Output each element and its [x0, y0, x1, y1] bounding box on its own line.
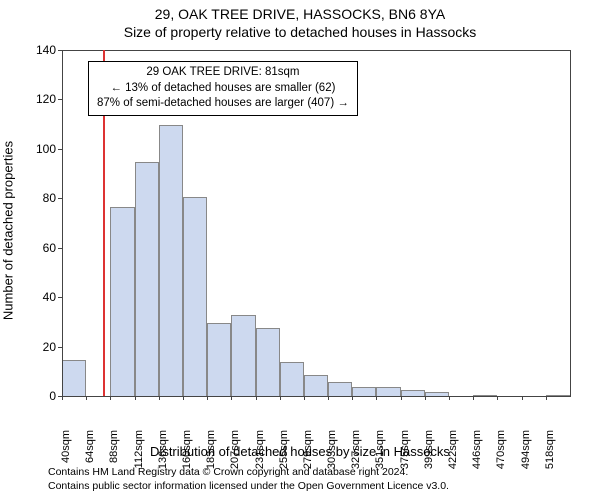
- y-axis-line: [62, 50, 63, 396]
- y-axis-title: Number of detached properties: [1, 141, 16, 320]
- x-tick-mark: [110, 396, 111, 400]
- x-tick-mark: [135, 396, 136, 400]
- x-tick-mark: [207, 396, 208, 400]
- histogram-bar: [207, 323, 231, 397]
- x-axis-title: Distribution of detached houses by size …: [0, 444, 600, 459]
- histogram-bar: [135, 162, 159, 397]
- histogram-bar: [280, 362, 304, 397]
- info-line-smaller: ← 13% of detached houses are smaller (62…: [97, 81, 349, 97]
- x-tick-mark: [473, 396, 474, 400]
- footer-attribution: Contains HM Land Registry data © Crown c…: [48, 465, 449, 493]
- x-tick-mark: [449, 396, 450, 400]
- y-tick-label: 40: [16, 290, 56, 304]
- histogram-bar: [159, 125, 183, 397]
- y-tick-label: 80: [16, 191, 56, 205]
- x-tick-mark: [62, 396, 63, 400]
- y-tick-mark: [58, 347, 62, 348]
- info-line-size: 29 OAK TREE DRIVE: 81sqm: [97, 65, 349, 81]
- x-tick-mark: [280, 396, 281, 400]
- x-tick-mark: [376, 396, 377, 400]
- x-tick-mark: [159, 396, 160, 400]
- y-tick-mark: [58, 248, 62, 249]
- x-tick-mark: [256, 396, 257, 400]
- y-tick-label: 20: [16, 340, 56, 354]
- footer-line2: Contains public sector information licen…: [48, 479, 449, 493]
- footer-line1: Contains HM Land Registry data © Crown c…: [48, 465, 449, 479]
- y-tick-label: 60: [16, 241, 56, 255]
- y-tick-mark: [58, 99, 62, 100]
- x-tick-mark: [231, 396, 232, 400]
- y-tick-mark: [58, 50, 62, 51]
- x-tick-mark: [86, 396, 87, 400]
- x-tick-mark: [183, 396, 184, 400]
- x-tick-mark: [352, 396, 353, 400]
- chart-container: 29, OAK TREE DRIVE, HASSOCKS, BN6 8YA Si…: [0, 0, 600, 500]
- x-tick-mark: [425, 396, 426, 400]
- info-line-larger: 87% of semi-detached houses are larger (…: [97, 96, 349, 112]
- y-tick-label: 120: [16, 92, 56, 106]
- x-tick-mark: [497, 396, 498, 400]
- histogram-bar: [231, 315, 255, 397]
- y-tick-mark: [58, 297, 62, 298]
- y-tick-label: 100: [16, 142, 56, 156]
- title-subtitle: Size of property relative to detached ho…: [0, 24, 600, 40]
- x-tick-mark: [328, 396, 329, 400]
- x-tick-mark: [522, 396, 523, 400]
- x-tick-mark: [401, 396, 402, 400]
- histogram-bar: [328, 382, 352, 397]
- y-tick-mark: [58, 149, 62, 150]
- y-tick-label: 0: [16, 389, 56, 403]
- histogram-bar: [304, 375, 328, 397]
- title-address: 29, OAK TREE DRIVE, HASSOCKS, BN6 8YA: [0, 6, 600, 22]
- histogram-bar: [62, 360, 86, 397]
- x-tick-mark: [304, 396, 305, 400]
- title-block: 29, OAK TREE DRIVE, HASSOCKS, BN6 8YA Si…: [0, 6, 600, 40]
- histogram-bar: [256, 328, 280, 397]
- histogram-bar: [110, 207, 134, 397]
- x-tick-mark: [546, 396, 547, 400]
- histogram-bar: [183, 197, 207, 397]
- x-axis-line: [62, 396, 570, 397]
- info-box: 29 OAK TREE DRIVE: 81sqm ← 13% of detach…: [88, 61, 358, 116]
- y-tick-mark: [58, 198, 62, 199]
- y-tick-label: 140: [16, 43, 56, 57]
